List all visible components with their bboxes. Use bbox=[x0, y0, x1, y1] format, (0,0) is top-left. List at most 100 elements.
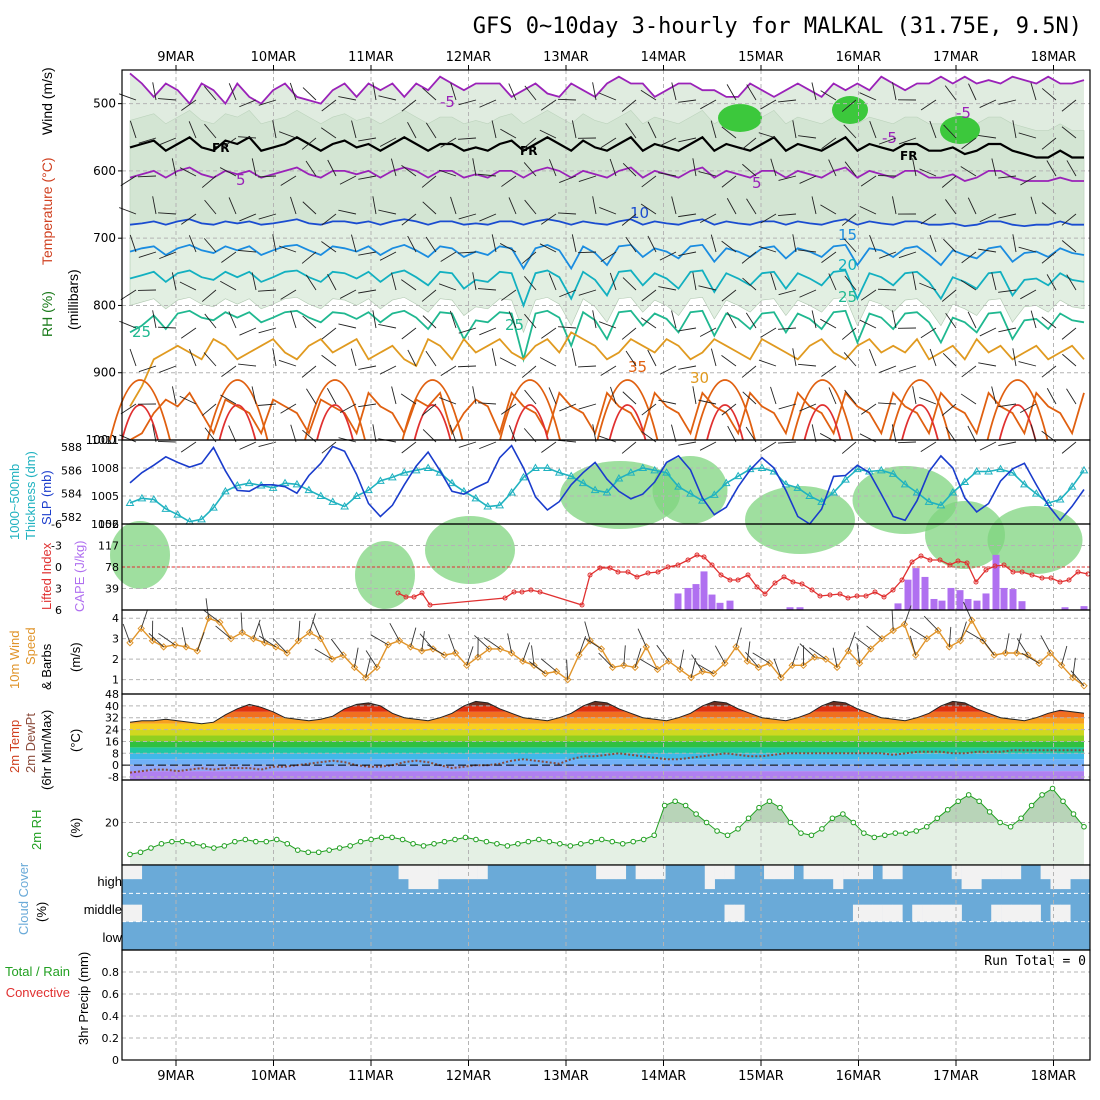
wind-speed-point bbox=[810, 653, 819, 661]
wind-barb bbox=[354, 647, 359, 668]
wind-barb bbox=[450, 82, 457, 101]
wind-barb bbox=[792, 348, 797, 367]
thickness-point bbox=[316, 491, 326, 499]
label-2m-rh: 2m RH bbox=[29, 810, 44, 850]
thickness-point bbox=[232, 481, 242, 489]
temp-tick: 24 bbox=[105, 724, 119, 737]
wind-barb bbox=[656, 644, 670, 662]
wind-barb bbox=[258, 175, 277, 178]
date-tick-top: 14MAR bbox=[641, 50, 687, 65]
rh-point bbox=[336, 845, 343, 851]
date-tick-top: 9MAR bbox=[157, 50, 194, 65]
isotherm--5 bbox=[129, 72, 1085, 106]
chart-title: GFS 0~10day 3-hourly for MALKAL (31.75E,… bbox=[473, 14, 1082, 39]
wind-barb bbox=[548, 159, 557, 177]
thickness-point bbox=[948, 488, 958, 496]
wind-barb bbox=[968, 83, 977, 101]
wind-barb bbox=[401, 279, 417, 291]
wind-barb bbox=[742, 391, 757, 405]
wind-barb bbox=[634, 648, 642, 668]
cape-bar bbox=[708, 594, 716, 610]
precip-tick: 0.4 bbox=[102, 1010, 120, 1023]
thickness-point bbox=[471, 493, 481, 502]
wind-barb bbox=[1021, 652, 1040, 664]
wind-barb bbox=[998, 213, 1017, 219]
thickness-point bbox=[674, 482, 683, 490]
wind-barb bbox=[721, 355, 737, 367]
wind-barb bbox=[961, 137, 977, 150]
wind-barb bbox=[159, 251, 177, 260]
wind-barb bbox=[539, 357, 557, 367]
wind-barb bbox=[201, 175, 217, 188]
cloud-mid-clear bbox=[862, 904, 873, 922]
wind-barb bbox=[920, 327, 937, 339]
wind-barb bbox=[548, 387, 557, 405]
wind-speed-point bbox=[1012, 649, 1021, 657]
wind-speed-point bbox=[418, 647, 426, 655]
wind-barb bbox=[1061, 441, 1077, 454]
rh-point bbox=[714, 828, 720, 834]
li-point bbox=[528, 587, 534, 593]
rh-point bbox=[1049, 785, 1056, 792]
rh-point bbox=[494, 840, 500, 847]
wind-barb bbox=[941, 289, 957, 302]
wind-barb bbox=[963, 601, 973, 621]
wind-barb bbox=[472, 386, 477, 405]
li-point bbox=[427, 602, 433, 608]
rh-point bbox=[504, 843, 511, 849]
rh-point bbox=[326, 847, 332, 853]
wind-barb bbox=[389, 622, 400, 641]
rh-patch bbox=[745, 486, 855, 554]
wind-barb bbox=[799, 289, 817, 298]
wind-barb bbox=[658, 399, 677, 405]
label-lifted-index: Lifted Index bbox=[39, 542, 54, 610]
wind-barb bbox=[499, 357, 517, 367]
wind-barb bbox=[799, 403, 817, 412]
wind-barb bbox=[721, 289, 737, 302]
label-wind: Wind (m/s) bbox=[39, 67, 55, 135]
li-point bbox=[909, 559, 915, 565]
wind-barb bbox=[500, 128, 517, 139]
wind-barb bbox=[578, 403, 597, 410]
date-tick-bottom: 17MAR bbox=[933, 1069, 979, 1084]
wind-barb bbox=[228, 83, 237, 101]
wind-barb bbox=[678, 441, 697, 446]
precip-tick: 0 bbox=[112, 1054, 119, 1067]
wind-barb bbox=[338, 96, 357, 101]
isotherm-arch bbox=[206, 379, 269, 441]
wind-barb bbox=[571, 120, 577, 139]
wind-barb bbox=[892, 196, 897, 215]
isotherm-10 bbox=[129, 218, 1084, 228]
wind-barb bbox=[658, 172, 677, 177]
wind-speed-point bbox=[406, 643, 415, 651]
wind-barb bbox=[640, 89, 657, 101]
wind-barb bbox=[943, 124, 957, 139]
wind-barb bbox=[799, 175, 817, 184]
wind-barb bbox=[410, 627, 417, 647]
rh-point bbox=[389, 834, 395, 841]
li-point bbox=[694, 552, 700, 558]
wind-speed-point bbox=[676, 665, 684, 674]
wind-barb bbox=[1020, 289, 1037, 300]
wind-speed-point bbox=[260, 639, 269, 647]
li-point bbox=[634, 574, 640, 580]
rh-point bbox=[190, 840, 196, 847]
rh-point bbox=[263, 838, 270, 845]
wind-barb bbox=[524, 85, 537, 101]
wind-barb bbox=[524, 389, 537, 405]
wind-barb bbox=[1066, 160, 1077, 177]
wind-barb bbox=[539, 129, 557, 139]
label-10m-wind: 10m Wind bbox=[7, 630, 22, 689]
wind-barb bbox=[302, 87, 317, 101]
thickness-point bbox=[805, 491, 815, 499]
wind-barb bbox=[859, 433, 877, 443]
rh-point bbox=[955, 798, 961, 805]
cloud-mid-clear bbox=[951, 904, 962, 922]
date-tick-bottom: 11MAR bbox=[348, 1069, 394, 1084]
wind-barb bbox=[945, 313, 957, 329]
wind-barb bbox=[1020, 175, 1037, 186]
isotherm-label: FR bbox=[520, 144, 537, 158]
wind-barb bbox=[138, 365, 157, 373]
